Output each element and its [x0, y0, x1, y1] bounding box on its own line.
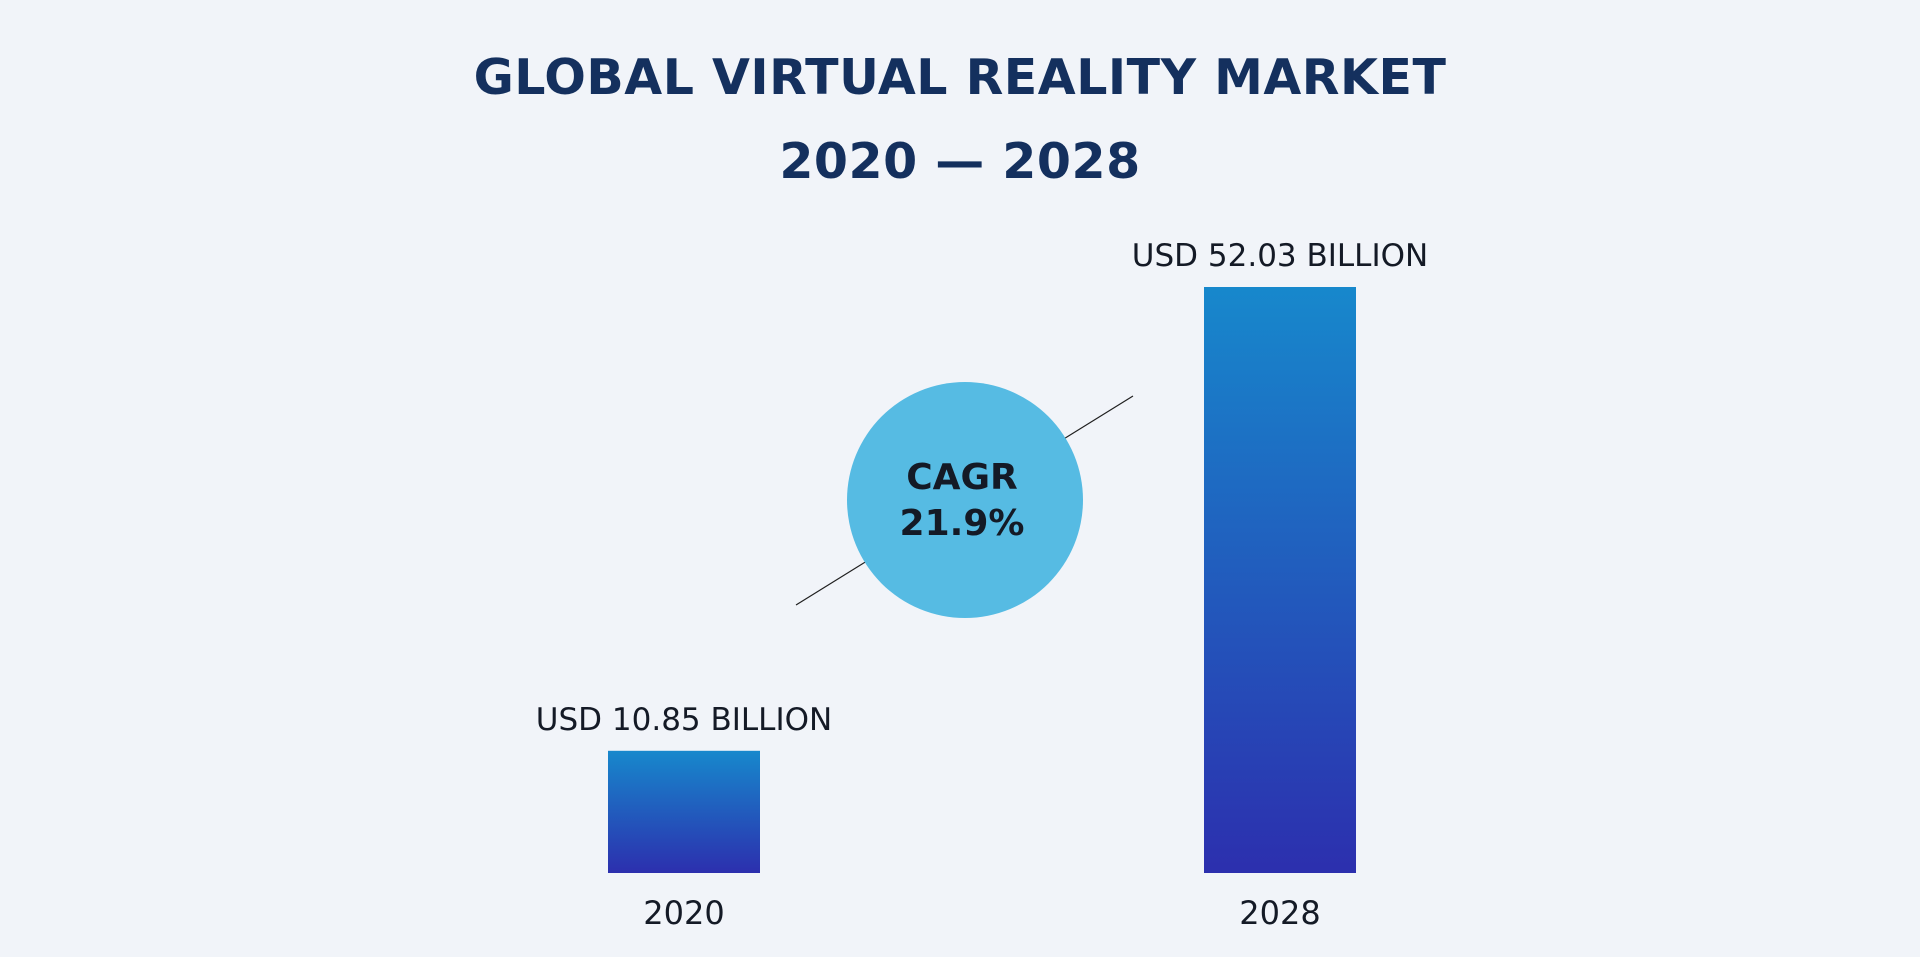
value-label-2020: USD 10.85 BILLION — [536, 702, 832, 738]
bar-2028 — [1204, 287, 1356, 873]
value-label-2028: USD 52.03 BILLION — [1132, 238, 1428, 274]
chart-title-block: GLOBAL VIRTUAL REALITY MARKET 2020 — 202… — [0, 36, 1920, 204]
cagr-circle — [847, 382, 1083, 618]
x-tick-label-2028: 2028 — [1239, 894, 1320, 932]
chart-subtitle: 2020 — 2028 — [779, 133, 1141, 190]
chart-title: GLOBAL VIRTUAL REALITY MARKET — [473, 49, 1447, 106]
bar-2020 — [608, 750, 760, 873]
cagr-value: 21.9% — [900, 503, 1025, 544]
x-tick-label-2020: 2020 — [643, 894, 724, 932]
cagr-label: CAGR — [906, 457, 1018, 498]
